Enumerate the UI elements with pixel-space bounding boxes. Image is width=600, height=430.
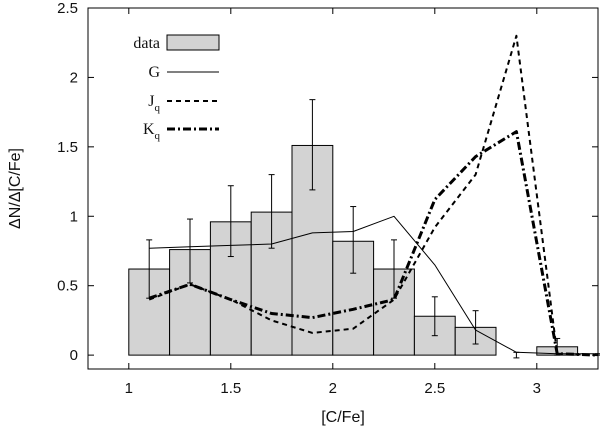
- x-tick-label: 3: [533, 380, 541, 397]
- legend-label-jq: Jq: [148, 93, 160, 114]
- x-tick-label: 2.5: [424, 380, 445, 397]
- error-bar-5: [309, 99, 316, 191]
- x-tick-label: 1: [125, 380, 133, 397]
- legend-swatch-data: [166, 34, 220, 51]
- y-tick-label: 0.5: [57, 278, 78, 295]
- legend-label-jq-main: J: [148, 93, 154, 110]
- legend-label-jq-sub: q: [155, 102, 161, 114]
- error-bar-9: [472, 310, 479, 345]
- series-line-jq: [148, 34, 599, 357]
- legend: data G Jq Kq: [133, 34, 220, 142]
- legend-label-kq-sub: q: [155, 130, 161, 142]
- x-tick-label: 2: [329, 380, 337, 397]
- legend-label-kq: Kq: [143, 121, 161, 142]
- error-bar-10: [513, 351, 520, 359]
- series-line-kq: [148, 130, 599, 357]
- error-bar-6: [350, 206, 357, 274]
- legend-label-kq-main: K: [143, 121, 155, 138]
- y-tick-label: 0: [70, 347, 78, 364]
- error-bar-4: [268, 174, 275, 249]
- legend-label-data: data: [133, 35, 160, 52]
- plot-frame: [87, 7, 599, 370]
- axis-ticks: [88, 7, 598, 369]
- error-bar-8: [431, 296, 438, 337]
- y-tick-label: 2: [70, 69, 78, 86]
- error-bar-3: [227, 185, 234, 258]
- y-tick-label: 1.5: [57, 139, 78, 156]
- histogram-bar-5: [291, 144, 334, 356]
- y-tick-label: 1: [70, 208, 78, 225]
- y-axis-title: ΔN/Δ[C/Fe]: [7, 148, 24, 229]
- x-tick-label: 1.5: [220, 380, 241, 397]
- axis-tick-labels: 1 1.5 2 2.5 3 0 0.5 1 1.5 2 2.5: [57, 0, 541, 397]
- y-tick-label: 2.5: [57, 0, 78, 17]
- series-line-g: [149, 215, 598, 355]
- legend-label-g: G: [148, 64, 160, 81]
- model-lines: [148, 34, 599, 357]
- x-axis-title: [C/Fe]: [321, 409, 365, 426]
